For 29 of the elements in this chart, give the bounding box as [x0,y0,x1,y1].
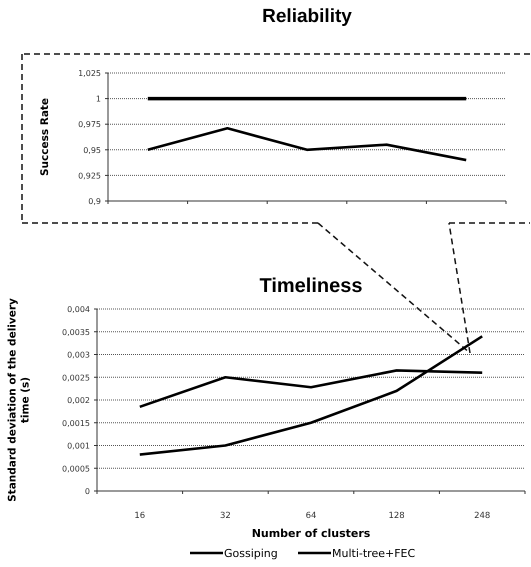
y-tick-label: 0,975 [78,120,101,130]
y-tick-label: 0,0015 [62,418,90,428]
y-tick-label: 0,002 [67,396,90,405]
chart-title: Reliability [262,6,352,27]
chart-title: Timeliness [259,275,363,297]
x-axis-title: Number of clusters [252,527,371,540]
y-tick-label: 1 [96,94,101,104]
y-tick-label: 0,004 [67,305,90,314]
y-tick-label: 0,0035 [62,328,90,337]
line-series [138,335,484,456]
y-tick-label: 0,925 [78,171,101,180]
y-tick-label: 0,0025 [62,373,90,382]
y-tick-label: 0,003 [67,350,90,360]
y-tick-label: 1,025 [78,69,101,78]
x-tick-label: 64 [306,511,316,521]
line-series [146,126,468,162]
y-axis-title: Success Rate [39,98,51,176]
legend-label: Multi-tree+FEC [332,547,416,560]
y-tick-label: 0,0005 [62,464,90,474]
legend-label: Gossiping [224,547,278,560]
y-tick-label: 0,95 [83,146,101,155]
x-tick-label: 16 [134,511,146,521]
x-tick-label: 32 [220,511,231,521]
x-tick-label: 128 [388,511,405,521]
y-tick-label: 0 [84,487,90,496]
y-tick-label: 0,9 [88,197,101,206]
y-axis-title: Standard deviation of the delivery time (s) [6,298,32,502]
y-tick-label: 0,001 [67,442,90,450]
x-tick-label: 248 [474,511,490,521]
